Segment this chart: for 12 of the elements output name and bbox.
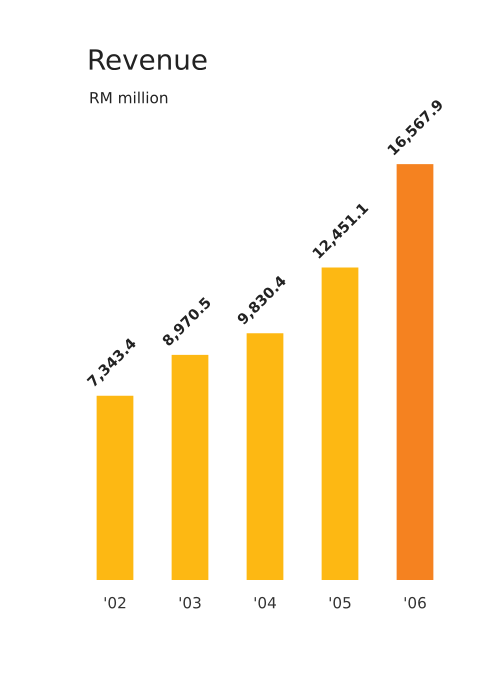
bar (96, 396, 134, 580)
x-tick-label: '04 (254, 596, 276, 608)
x-tick-label: '05 (330, 596, 350, 608)
chart-subtitle: RM million (90, 92, 168, 104)
x-tick-label: '02 (104, 596, 126, 608)
bar (322, 267, 358, 580)
chart-title: Revenue (90, 49, 206, 70)
x-tick-label: '06 (404, 596, 426, 608)
bar (246, 333, 284, 580)
bar (172, 354, 208, 580)
bar (396, 164, 434, 580)
x-tick-label: '03 (180, 596, 201, 608)
